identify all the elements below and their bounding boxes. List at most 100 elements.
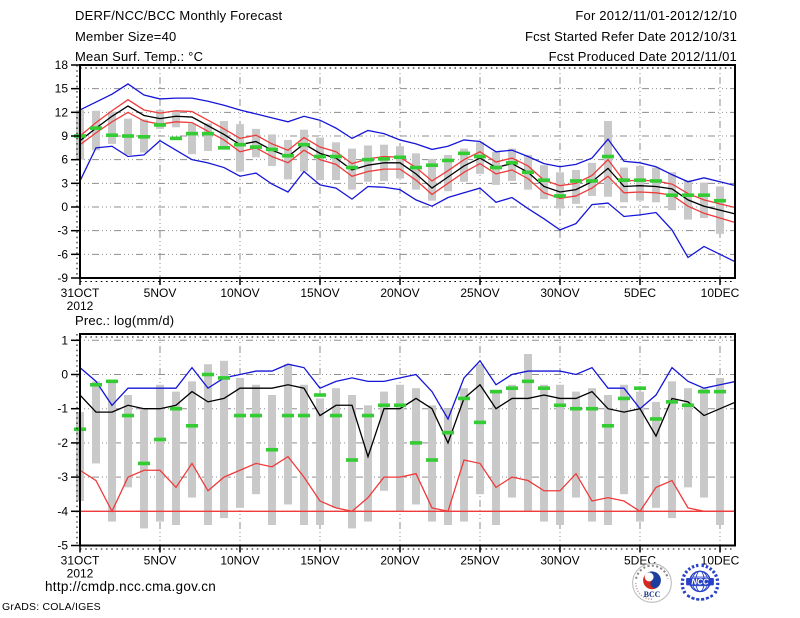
ncc-wreath-right (700, 563, 720, 594)
y-tick-label: 0 (61, 200, 68, 214)
member-spread-bar (204, 364, 212, 525)
obs-dash (250, 145, 262, 149)
obs-dash (698, 389, 710, 394)
obs-dash (138, 461, 150, 466)
obs-dash (90, 126, 102, 130)
obs-dash (218, 376, 230, 380)
member-spread-bar (460, 388, 468, 522)
obs-dash (410, 441, 422, 445)
member-spread-bar (652, 167, 660, 203)
member-spread-bar (284, 364, 292, 505)
obs-dash (362, 157, 374, 162)
obs-dash (474, 420, 486, 425)
member-spread-bar (172, 110, 180, 128)
ncc-logo: NCC (680, 563, 720, 601)
y-tick-label: -6 (57, 247, 68, 261)
y-tick-label: 0 (61, 368, 68, 382)
x-tick-label: 30NOV (540, 286, 579, 300)
member-spread-bar (316, 398, 324, 525)
obs-dash (346, 458, 358, 462)
member-spread-bar (540, 165, 548, 200)
obs-dash (266, 147, 278, 152)
y-tick-label: 1 (61, 333, 68, 347)
max-envelope-line (79, 359, 736, 421)
obs-dash (490, 389, 502, 394)
obs-dash (218, 146, 230, 150)
obs-dash (298, 142, 310, 147)
y-tick-label: -3 (57, 224, 68, 238)
x-tick-label: 31OCT (61, 286, 100, 300)
obs-dash (634, 178, 646, 182)
obs-dash (266, 447, 278, 452)
y-tick-label: 15 (55, 82, 69, 96)
member-spread-bar (92, 110, 100, 151)
x-year-label: 2012 (67, 299, 94, 313)
obs-dash (106, 133, 118, 138)
member-spread-bar (668, 172, 676, 211)
refer-date-label: Fcst Started Refer Date 2012/10/31 (524, 28, 737, 44)
member-spread-bar (556, 172, 564, 209)
member-spread-bar (204, 123, 212, 151)
obs-dash (538, 386, 550, 390)
member-spread-bar (316, 137, 324, 181)
obs-dash (666, 193, 678, 197)
member-spread-bar (108, 111, 116, 144)
obs-dash (282, 153, 294, 158)
min-envelope-line (79, 139, 736, 263)
member-spread-bar (124, 395, 132, 488)
member-spread-bar (684, 388, 692, 488)
y-tick-label: 3 (61, 176, 68, 190)
bcc-logo: BCC (632, 563, 672, 603)
member-spread-bar (476, 364, 484, 495)
obs-dash (394, 403, 406, 408)
member-spread-bar (524, 353, 532, 512)
obs-dash (170, 406, 182, 411)
obs-dash (634, 386, 646, 390)
obs-dash (234, 142, 246, 147)
member-size-label: Member Size=40 (75, 28, 177, 44)
obs-dash (330, 154, 342, 159)
member-spread-bar (508, 148, 516, 181)
obs-dash (202, 372, 214, 377)
x-tick-label: 15NOV (300, 554, 339, 568)
obs-dash (586, 179, 598, 183)
obs-dash (378, 403, 390, 408)
member-spread-bar (620, 167, 628, 203)
obs-dash (602, 154, 614, 159)
member-spread-bar (492, 391, 500, 525)
source-url: http://cmdp.ncc.cma.gov.cn (45, 579, 217, 594)
y-tick-label: -2 (57, 436, 68, 450)
y-tick-label: 12 (55, 105, 69, 119)
x-tick-label: 20NOV (380, 286, 419, 300)
member-spread-bar (380, 391, 388, 491)
obs-dash (618, 178, 630, 182)
bcc-logo-characters (635, 564, 669, 580)
obs-dash (154, 123, 166, 127)
y-tick-label: -3 (57, 470, 68, 484)
y-tick-label: -5 (57, 539, 68, 553)
member-spread-bar (412, 388, 420, 505)
obs-dash (90, 382, 102, 387)
page-title: DERF/NCC/BCC Monthly Forecast (75, 8, 283, 23)
member-spread-bar (428, 158, 436, 201)
x-tick-label: 10DEC (701, 554, 740, 568)
ncc-wreath-base (686, 594, 714, 601)
x-tick-label: 20NOV (380, 554, 419, 568)
member-spread-bar (412, 153, 420, 190)
obs-dash (314, 393, 326, 397)
obs-dash (458, 151, 470, 156)
obs-dash (442, 158, 454, 163)
grads-credit: GrADS: COLA/IGES (2, 601, 101, 613)
obs-dash (250, 413, 262, 418)
member-spread-bar (588, 388, 596, 522)
member-spread-bar (460, 148, 468, 182)
obs-dash (154, 437, 166, 442)
ensemble-mean-line (79, 383, 736, 459)
member-spread-bar (236, 377, 244, 508)
obs-dash (682, 403, 694, 408)
member-spread-bar (668, 381, 676, 519)
obs-dash (426, 458, 438, 462)
obs-dash (186, 131, 198, 136)
